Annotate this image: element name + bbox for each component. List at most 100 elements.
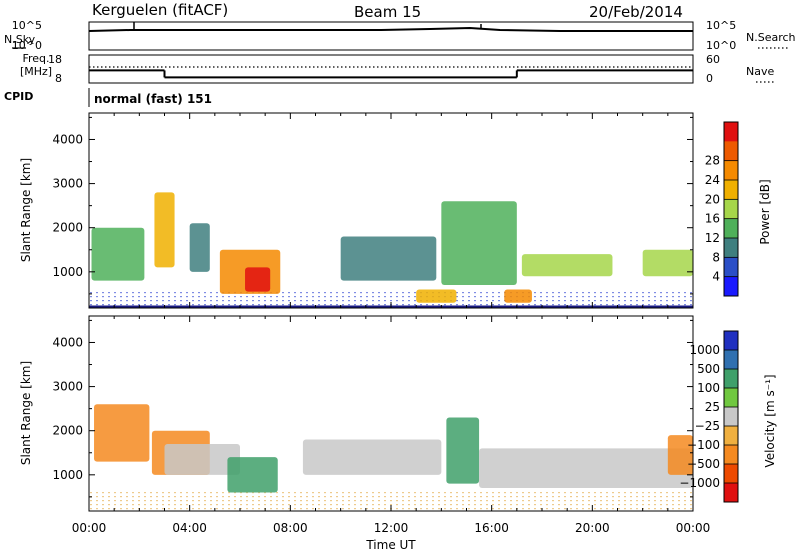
date-title: 20/Feb/2014 [589,3,683,21]
colorbar-tick-label: 25 [705,400,720,414]
power-colorbar-label: Power [dB] [758,179,772,244]
velocity-ground-scatter [89,492,693,510]
colorbar-swatch [724,218,738,239]
colorbar-swatch [724,483,738,503]
power-x-ticks [88,113,694,308]
colorbar-tick-label: −25 [695,419,720,433]
data-region [227,457,278,493]
colorbar-frame [723,330,739,503]
colorbar-swatch [724,276,738,297]
nave-tick-high: 60 [706,53,720,66]
data-region [164,443,240,475]
colorbar-tick-label: 12 [705,231,720,245]
noise-tick-right-high: 10^5 [706,19,736,32]
velocity-colorbar-label: Velocity [m s⁻¹] [763,374,777,467]
power-colorbar: 4 8 12 16 20 24 28 [705,121,739,297]
colorbar-tick-label: −500 [687,457,720,471]
colorbar-swatch [724,180,738,200]
data-region [340,236,437,281]
cpid-value: normal (fast) 151 [94,92,212,106]
colorbar-tick-label: 100 [697,381,720,395]
station-title: Kerguelen (fitACF) [92,1,228,19]
freq-tick-low: 8 [55,72,62,85]
data-region [94,404,150,462]
colorbar-swatch [724,445,738,465]
colorbar-tick-label: 8 [712,250,720,264]
x-tick-label: 12:00 [374,521,409,535]
colorbar-tick-label: 28 [705,154,720,168]
data-region [521,254,613,277]
x-tick-label: 00:00 [72,521,107,535]
y-tick-label: 4000 [52,335,83,349]
x-axis-label: Time UT [365,538,416,552]
x-tick-label: 08:00 [273,521,308,535]
colorbar-swatch [724,369,738,389]
data-region [446,417,480,484]
data-region [642,249,693,277]
velocity-y-label: Slant Range [km] [19,361,33,465]
data-region [504,289,532,303]
power-ground-scatter [89,292,693,306]
colorbar-frame [723,121,739,297]
colorbar-swatch [724,238,738,258]
colorbar-swatch [724,388,738,408]
colorbar-tick-label: 20 [705,192,720,206]
colorbar-tick-label: 4 [712,270,720,284]
noise-tick-left-high: 10^5 [12,19,42,32]
nsky-line [88,26,693,32]
power-y-ticks: 1000 2000 3000 4000 [52,116,693,295]
colorbar-tick-label: −100 [687,438,720,452]
cpid-label: CPID [4,90,33,103]
colorbar-swatch [724,407,738,427]
nave-label: Nave [746,65,774,78]
colorbar-swatch [724,199,738,220]
data-region [245,267,271,292]
y-tick-label: 2000 [52,221,83,235]
colorbar-swatch [724,426,738,446]
freq-label-line2: [MHz] [20,65,52,78]
y-tick-label: 2000 [52,424,83,438]
data-region [479,448,693,489]
velocity-data [89,404,693,510]
data-region [189,223,210,272]
nsearch-label: N.Search [746,31,796,44]
velocity-colorbar: 1000 500 100 25 −25 −100 −500 −1000 [679,330,739,503]
noise-panel: 10^5 10^0 10^5 10^0 N.Sky N.Search [4,19,796,52]
cpid-panel: CPID normal (fast) 151 [4,88,212,107]
velocity-panel: 1000 2000 3000 4000 00:00 04:00 08:00 12:00 16:… [19,315,777,552]
power-y-label: Slant Range [km] [19,158,33,262]
data-region [91,227,145,281]
freq-panel: Freq. [MHz] 18 8 60 0 Nave [20,52,776,85]
colorbar-tick-label: −1000 [679,476,720,490]
noise-tick-right-low: 10^0 [706,39,736,52]
y-tick-label: 3000 [52,177,83,191]
x-tick-label: 00:00 [676,521,711,535]
colorbar-swatch [724,331,738,351]
colorbar-swatch [724,141,738,162]
data-region [154,192,175,268]
y-tick-label: 4000 [52,132,83,146]
x-tick-label: 04:00 [172,521,207,535]
y-tick-label: 1000 [52,468,83,482]
colorbar-tick-label: 24 [705,173,720,187]
y-tick-label: 1000 [52,265,83,279]
colorbar-tick-label: 1000 [689,343,720,357]
colorbar-tick-label: 16 [705,212,720,226]
data-region [667,435,693,475]
frequency-line [89,69,693,79]
freq-label-line1: Freq. [22,52,49,65]
colorbar-swatch [724,464,738,484]
colorbar-tick-label: 500 [697,362,720,376]
colorbar-swatch [724,257,738,278]
nsky-label: N.Sky [4,33,36,46]
freq-tick-high: 18 [48,53,62,66]
x-tick-label: 16:00 [474,521,509,535]
power-panel: 1000 2000 3000 4000 Slant Range [km] 4 8 12 16… [19,112,772,309]
y-tick-label: 3000 [52,380,83,394]
freq-frame [88,54,694,84]
data-region [302,439,442,475]
nave-tick-low: 0 [706,72,713,85]
noise-tick-left-low: 10^0 [12,39,42,52]
velocity-y-ticks: 1000 2000 3000 4000 [52,319,693,498]
colorbar-swatch [724,122,738,142]
